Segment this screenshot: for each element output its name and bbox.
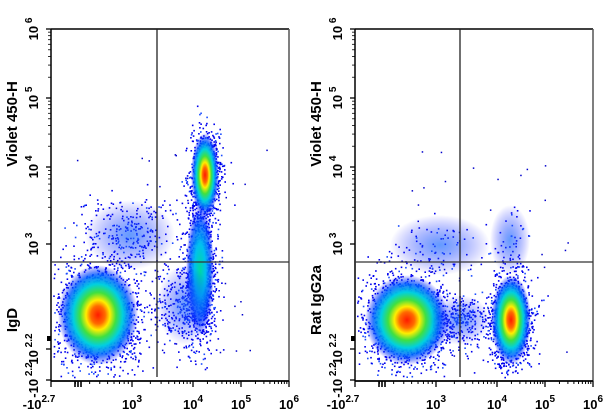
y-axis-label-secondary: Rat IgG2a	[308, 264, 325, 335]
y-tick-label: -10 2.2	[24, 362, 41, 398]
x-tick-label: -102.7	[327, 394, 360, 412]
quadrant-gate[interactable]	[355, 29, 593, 377]
x-tick-label: 104	[487, 394, 507, 412]
plot-rat-igg2a: -102.7 103 104 105 106 10 6 10 5 10 4 10 3 10 2.2…	[308, 17, 603, 412]
y-tick-label: 10 4	[328, 155, 345, 178]
y-tick-label: -10 2.2	[328, 362, 345, 398]
density-clouds	[365, 205, 531, 365]
x-tick-label: -102.7	[23, 394, 56, 412]
y-tick-label: 10 2.2	[328, 333, 345, 365]
plot-igd: -102.7 103 104 105 106 10 6 10 5 10 4 10 3 10 2.2…	[4, 17, 299, 412]
x-tick-label: 106	[583, 394, 603, 412]
x-tick-label: 103	[426, 394, 446, 412]
y-tick-label: 10 2.2	[24, 333, 41, 365]
y-tick-label: 10 3	[328, 232, 345, 255]
quadrant-gate[interactable]	[51, 29, 289, 377]
x-tick-label: 106	[279, 394, 299, 412]
y-axis-label-secondary: IgD	[4, 308, 21, 332]
y-tick-label: 10 5	[328, 86, 345, 109]
axis-ticks: -102.7 103 104 105 106 10 6 10 5 10 4 10 3 10 2.2…	[23, 17, 300, 412]
y-tick-label: 10 4	[24, 155, 41, 178]
y-tick-label: 10 3	[24, 232, 41, 255]
plot-frame	[50, 28, 290, 382]
axis-ticks: -102.7 103 104 105 106 10 6 10 5 10 4 10 3 10 2.2…	[327, 17, 604, 412]
x-tick-label: 105	[231, 394, 251, 412]
y-tick-label: 10 5	[24, 86, 41, 109]
density-clouds	[58, 133, 219, 365]
plot-frame	[354, 28, 594, 382]
x-tick-label: 103	[122, 394, 142, 412]
y-axis-label: Violet 450-H	[308, 81, 325, 167]
y-axis-label: Violet 450-H	[4, 81, 21, 167]
x-tick-label: 105	[535, 394, 555, 412]
y-tick-label: 10 6	[328, 17, 345, 40]
y-tick-label: 10 6	[24, 17, 41, 40]
x-tick-label: 104	[183, 394, 203, 412]
